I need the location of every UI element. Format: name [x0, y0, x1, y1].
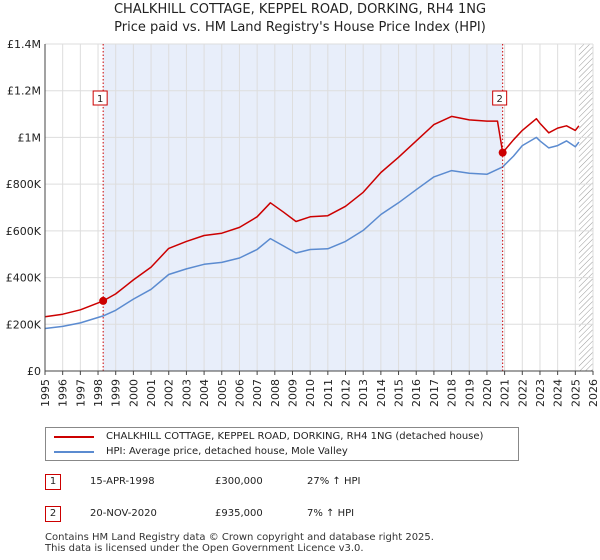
x-tick-label: 2013: [357, 379, 370, 407]
x-tick-label: 2016: [410, 379, 423, 407]
x-tick-label: 2008: [269, 379, 282, 407]
x-tick-label: 2007: [251, 379, 264, 407]
x-tick-label: 2024: [552, 379, 565, 407]
x-tick-label: 2015: [393, 379, 406, 407]
footer-attribution: Contains HM Land Registry data © Crown c…: [45, 532, 434, 554]
transaction-hpi-change: 27% ↑ HPI: [307, 476, 361, 487]
x-tick-label: 2018: [446, 379, 459, 407]
sale-marker-badge: [92, 90, 108, 106]
sale-marker-badge: [492, 90, 508, 106]
y-tick-label: £200K: [6, 318, 42, 331]
x-tick-label: 2022: [516, 379, 529, 407]
y-tick-label: £1.4M: [7, 38, 41, 51]
ownership-shaded-region: [103, 44, 503, 371]
x-tick-label: 2023: [534, 379, 547, 407]
y-tick-label: £400K: [6, 272, 42, 285]
chart-subtitle: Price paid vs. HM Land Registry's House …: [114, 20, 486, 35]
x-tick-label: 2012: [340, 379, 353, 407]
transaction-price: £935,000: [215, 508, 263, 519]
transaction-badge: 1: [45, 474, 61, 490]
x-tick-label: 1999: [110, 379, 123, 407]
x-tick-label: 2002: [163, 379, 176, 407]
x-tick-label: 2006: [233, 379, 246, 407]
transaction-badge: 2: [45, 506, 61, 522]
legend-swatch-hpi: [54, 451, 94, 453]
x-tick-label: 2003: [180, 379, 193, 407]
chart-title-address: CHALKHILL COTTAGE, KEPPEL ROAD, DORKING,…: [113, 2, 487, 17]
footer-copyright: Contains HM Land Registry data © Crown c…: [45, 532, 434, 543]
x-tick-label: 1996: [57, 379, 70, 407]
x-tick-label: 2014: [375, 379, 388, 407]
footer-licence: This data is licensed under the Open Gov…: [45, 543, 364, 554]
x-tick-label: 1998: [92, 379, 105, 407]
transaction-row: 2 20-NOV-2020 £935,000 7% ↑ HPI: [45, 506, 385, 524]
x-tick-label: 2017: [428, 379, 441, 407]
sale-point: [498, 148, 507, 157]
legend-label-hpi: HPI: Average price, detached house, Mole…: [106, 446, 348, 457]
forecast-hatched-region: [578, 44, 593, 371]
sale-marker-label: 1: [97, 94, 103, 105]
price-chart: 1 2 £0 £200K £400K £600K £800K £1M £1.2M £1.4M 19…: [6, 38, 600, 407]
x-tick-label: 2004: [198, 379, 211, 407]
transaction-price: £300,000: [215, 476, 263, 487]
property-price-line: [44, 115, 580, 318]
x-tick-label: 2001: [145, 379, 158, 407]
x-tick-label: 2009: [286, 379, 299, 407]
chart-legend: CHALKHILL COTTAGE, KEPPEL ROAD, DORKING,…: [45, 427, 519, 461]
x-tick-label: 2025: [569, 379, 582, 407]
transaction-date: 15-APR-1998: [90, 476, 155, 487]
transaction-row: 1 15-APR-1998 £300,000 27% ↑ HPI: [45, 474, 385, 492]
transaction-date: 20-NOV-2020: [90, 508, 157, 519]
x-tick-label: 2019: [463, 379, 476, 407]
x-tick-label: 2000: [127, 379, 140, 407]
x-tick-label: 2021: [499, 379, 512, 407]
transaction-hpi-change: 7% ↑ HPI: [307, 508, 355, 519]
x-tick-label: 2011: [322, 379, 335, 407]
sale-point: [99, 296, 108, 305]
y-tick-label: £1.2M: [7, 85, 41, 98]
legend-swatch-property: [54, 436, 94, 438]
y-tick-label: £1M: [18, 131, 42, 144]
hpi-line: [44, 136, 580, 330]
sale-marker-label: 2: [496, 94, 502, 105]
x-tick-label: 2026: [587, 379, 600, 407]
y-tick-label: £600K: [6, 225, 42, 238]
x-tick-label: 1997: [74, 379, 87, 407]
legend-label-property: CHALKHILL COTTAGE, KEPPEL ROAD, DORKING,…: [106, 431, 484, 442]
x-tick-label: 2010: [304, 379, 317, 407]
x-tick-label: 2005: [216, 379, 229, 407]
y-tick-label: £800K: [6, 178, 42, 191]
x-tick-label: 1995: [39, 379, 52, 407]
x-tick-label: 2020: [481, 379, 494, 407]
y-tick-label: £0: [27, 365, 41, 378]
